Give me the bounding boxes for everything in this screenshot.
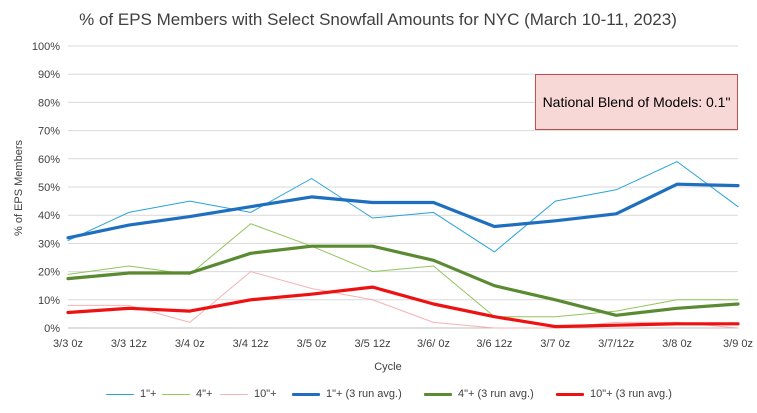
y-tick-label: 50% <box>38 182 60 194</box>
chart-title: % of EPS Members with Select Snowfall Am… <box>79 10 677 29</box>
legend-label: 1"+ (3 run avg.) <box>326 388 402 400</box>
y-tick-label: 60% <box>38 154 60 166</box>
legend-swatch <box>220 393 248 395</box>
x-tick-label: 3/3 0z <box>53 338 83 350</box>
nbm-annotation-box: National Blend of Models: 0.1" <box>535 74 738 130</box>
series-line-1 <box>67 223 739 318</box>
legend-item: 4"+ <box>162 384 212 404</box>
legend-label: 1"+ <box>140 388 157 400</box>
x-tick-label: 3/3 12z <box>111 338 147 350</box>
x-axis-label: Cycle <box>374 361 402 373</box>
y-axis-label: % of EPS Members <box>13 140 25 236</box>
legend-label: 4"+ <box>196 388 213 400</box>
x-tick-label: 3/4 12z <box>233 338 269 350</box>
y-tick-label: 80% <box>38 97 60 109</box>
y-axis-ticks: 0% 10% 20% 30% 40% 50% 60% 70% 80% 90% 100% <box>32 41 60 335</box>
x-tick-label: 3/7/12z <box>598 338 634 350</box>
x-tick-label: 3/5 12z <box>354 338 390 350</box>
chart-legend: 1"+ 4"+ 10"+ 1"+ (3 run avg.) 4"+ (3 run avg… <box>0 384 757 404</box>
series-line-5 <box>66 285 740 329</box>
y-tick-label: 90% <box>38 69 60 81</box>
x-tick-label: 3/5 0z <box>297 338 327 350</box>
y-tick-label: 100% <box>32 41 60 53</box>
legend-label: 10"+ <box>254 388 277 400</box>
x-axis-ticks: 3/3 0z 3/3 12z 3/4 0z 3/4 12z 3/5 0z 3/5 12z 3… <box>53 338 753 350</box>
legend-item: 1"+ (3 run avg.) <box>292 384 402 404</box>
nbm-annotation-text: National Blend of Models: 0.1" <box>542 94 731 110</box>
y-tick-label: 40% <box>38 210 60 222</box>
series-line-3 <box>66 182 740 240</box>
x-tick-label: 3/4 0z <box>175 338 205 350</box>
legend-label: 4"+ (3 run avg.) <box>458 388 534 400</box>
series-line-0 <box>67 161 739 253</box>
y-tick-label: 10% <box>38 295 60 307</box>
series-line-4 <box>66 244 740 317</box>
legend-label: 10"+ (3 run avg.) <box>590 388 672 400</box>
series-lines <box>66 161 740 329</box>
x-tick-label: 3/6/ 0z <box>417 338 450 350</box>
legend-item: 1"+ <box>106 384 156 404</box>
series-line-2 <box>67 271 739 329</box>
legend-item: 10"+ (3 run avg.) <box>556 384 672 404</box>
legend-swatch <box>556 392 584 396</box>
legend-swatch <box>162 393 190 395</box>
x-tick-label: 3/6 12z <box>476 338 512 350</box>
legend-swatch <box>106 393 134 395</box>
legend-item: 10"+ <box>220 384 277 404</box>
y-tick-label: 20% <box>38 267 60 279</box>
x-tick-label: 3/7 0z <box>540 338 570 350</box>
y-tick-label: 30% <box>38 238 60 250</box>
legend-item: 4"+ (3 run avg.) <box>424 384 534 404</box>
x-tick-label: 3/9 0z <box>723 338 753 350</box>
legend-swatch <box>424 392 452 396</box>
y-tick-label: 70% <box>38 126 60 138</box>
y-tick-label: 0% <box>44 323 60 335</box>
x-tick-label: 3/8 0z <box>662 338 692 350</box>
legend-swatch <box>292 392 320 396</box>
